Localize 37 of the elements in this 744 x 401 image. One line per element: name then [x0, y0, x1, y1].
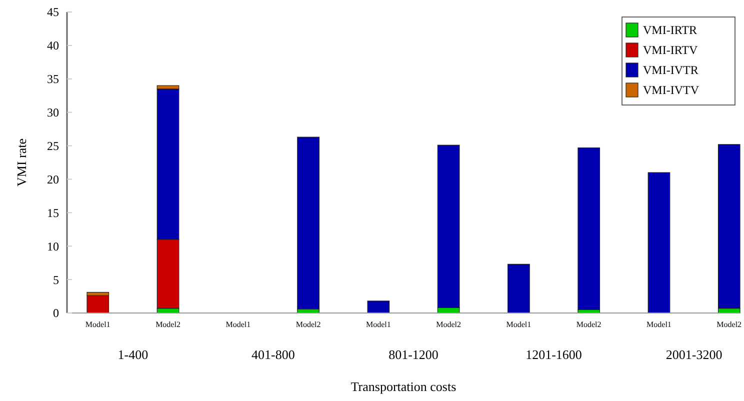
x-tick-label: Model2 [716, 320, 742, 329]
x-tick-label: Model2 [436, 320, 462, 329]
y-axis-title: VMI rate [14, 138, 29, 187]
legend-label: VMI-IVTR [643, 63, 698, 78]
x-tick-label: Model1 [366, 320, 391, 329]
legend-label: VMI-IRTR [643, 23, 697, 38]
text: 2001-3200 [666, 347, 722, 362]
y-tick-label: 5 [53, 272, 59, 287]
text: 401-800 [252, 347, 295, 362]
bar [297, 136, 320, 310]
text: 1201-1600 [526, 347, 582, 362]
x-tick-label: Model1 [506, 320, 532, 329]
x-tick-label: Model2 [156, 320, 180, 329]
text: 1-400 [118, 347, 148, 362]
bar [578, 147, 600, 310]
x-tick-label: Model1 [226, 320, 251, 329]
x-tick-label: Model2 [576, 320, 602, 329]
x-tick-label: Model1 [85, 320, 110, 329]
legend-label: VMI-IVTV [643, 83, 700, 98]
y-tick-label: 25 [47, 138, 59, 153]
legend-label: VMI-IRTV [643, 43, 698, 58]
x-axis-title: Transportation costs [350, 379, 456, 394]
y-tick-label: 15 [47, 206, 59, 220]
y-tick-label: 0 [53, 306, 59, 320]
bar [367, 300, 390, 314]
bar [86, 295, 110, 314]
y-tick-label: 40 [47, 38, 59, 53]
y-tick-label: 10 [47, 239, 59, 254]
text: 801-1200 [388, 347, 438, 362]
y-tick-label: 45 [47, 5, 59, 20]
bar [508, 264, 530, 314]
x-tick-label: Model1 [646, 320, 672, 329]
bar [648, 172, 670, 314]
y-tick-label: 35 [47, 72, 59, 86]
x-tick-label: Model2 [296, 320, 321, 329]
y-tick-label: 20 [47, 172, 59, 186]
y-tick-label: 30 [47, 106, 59, 120]
